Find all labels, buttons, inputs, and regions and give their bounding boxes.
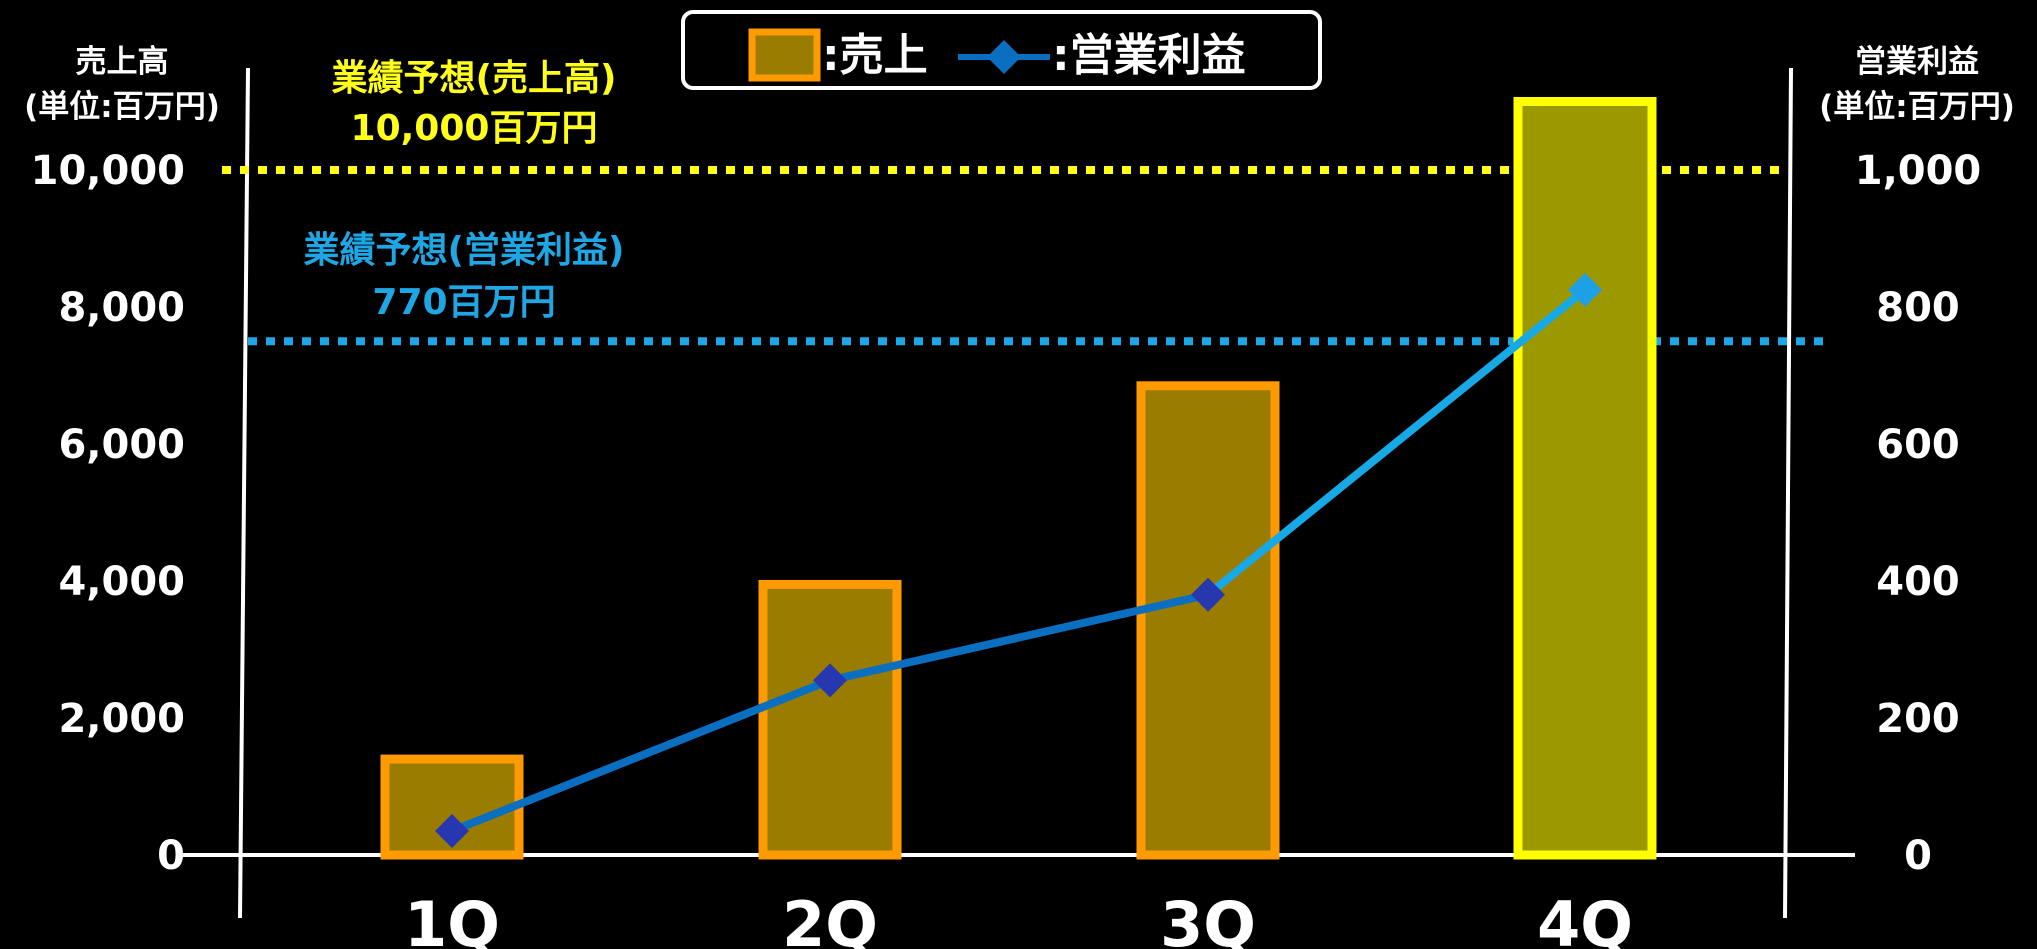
- left-tick-label: 8,000: [58, 285, 185, 331]
- profit-line-segment: [1205, 286, 1588, 598]
- profit-point: [435, 814, 469, 849]
- legend-sales-label: :売上: [822, 30, 928, 81]
- legend-profit-label: :営業利益: [1052, 30, 1246, 81]
- profit-point: [1191, 577, 1225, 612]
- sales-bar: [1136, 381, 1280, 860]
- bars: [380, 97, 1657, 860]
- left-axis-label-line2: (単位:百万円): [24, 89, 220, 125]
- legend: :売上 :営業利益: [681, 10, 1322, 90]
- tick-labels: 売上高 (単位:百万円) 営業利益 (単位:百万円) 0 2,000 4,000 6,000 8…: [24, 44, 2015, 949]
- right-tick-label: 0: [1904, 833, 1932, 879]
- category-label: 1Q: [404, 888, 500, 949]
- legend-bar-swatch: [748, 28, 821, 82]
- category-label: 3Q: [1160, 888, 1256, 949]
- profit-forecast-label: 業績予想(営業利益): [304, 230, 625, 271]
- profit-forecast-value: 770百万円: [372, 282, 555, 323]
- sales-forecast-value: 10,000百万円: [351, 108, 598, 149]
- right-axis-label-line2: (単位:百万円): [1819, 89, 2015, 125]
- right-axis-label-line1: 営業利益: [1855, 44, 1979, 80]
- right-tick-label: 200: [1876, 696, 1960, 742]
- left-tick-label: 0: [157, 833, 185, 879]
- left-tick-label: 2,000: [58, 696, 185, 742]
- sales-forecast-label: 業績予想(売上高): [332, 58, 617, 99]
- left-tick-label: 10,000: [31, 148, 185, 194]
- left-axis-label-line1: 売上高: [76, 44, 169, 80]
- left-axis-line: [238, 67, 250, 919]
- right-axis-line: [1783, 67, 1793, 919]
- profit-line-segment: [450, 676, 832, 835]
- profit-line-segment: [829, 590, 1209, 685]
- category-label: 4Q: [1537, 888, 1633, 949]
- right-tick-label: 600: [1876, 422, 1960, 468]
- left-tick-label: 6,000: [58, 422, 185, 468]
- profit-point: [813, 663, 847, 698]
- right-tick-label: 400: [1876, 559, 1960, 605]
- right-tick-label: 800: [1876, 285, 1960, 331]
- left-tick-label: 4,000: [58, 559, 185, 605]
- profit-line: [435, 272, 1602, 849]
- sales-bar: [1513, 97, 1657, 860]
- legend-diamond-marker: [987, 40, 1021, 74]
- profit-point: [1568, 272, 1602, 307]
- right-tick-label: 1,000: [1855, 148, 1982, 194]
- category-label: 2Q: [782, 888, 878, 949]
- sales-bar: [758, 579, 902, 860]
